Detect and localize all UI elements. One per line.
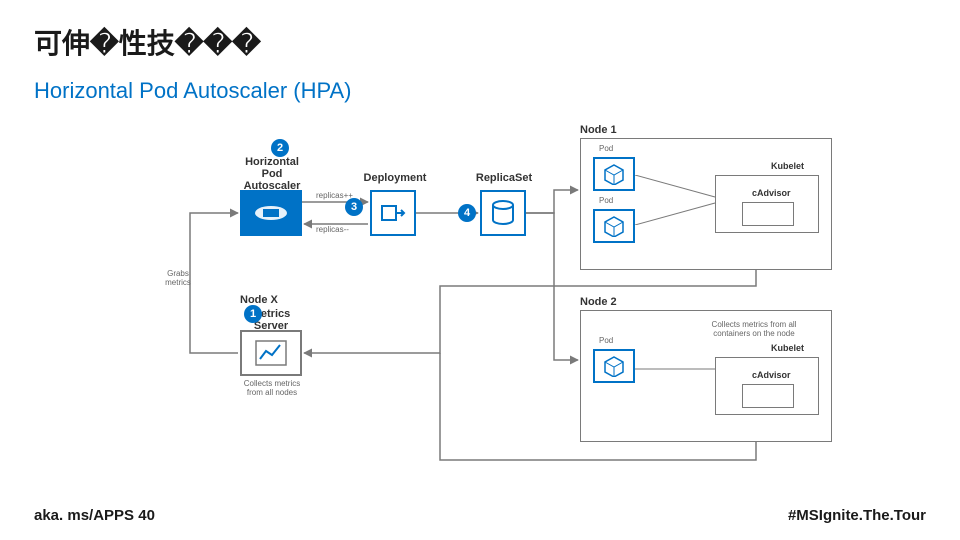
node1-pod1 <box>593 157 635 191</box>
node1-cadvisor-label: cAdvisor <box>752 188 791 198</box>
node2-label: Node 2 <box>580 296 617 308</box>
node1-cadvisor-box <box>742 202 794 226</box>
node1-pod-lines <box>635 175 725 225</box>
node1-kubelet-label: Kubelet <box>771 161 804 171</box>
badge-1: 1 <box>244 305 262 323</box>
page-title: 可伸�性技��� <box>34 22 261 62</box>
badge-3: 3 <box>345 198 363 216</box>
deployment-icon <box>380 200 406 226</box>
replicas-minus-label: replicas-- <box>316 226 349 235</box>
node1-label: Node 1 <box>580 124 617 136</box>
hpa-diagram: HorizontalPod Autoscaler Deployment Repl… <box>140 120 840 480</box>
node2-pod-label: Pod <box>599 337 613 346</box>
deployment-box <box>370 190 416 236</box>
node2-pod-lines <box>635 365 725 375</box>
hpa-icon <box>251 200 291 226</box>
node2-pod1 <box>593 349 635 383</box>
deployment-label: Deployment <box>360 172 430 184</box>
node1-pod-label: Pod <box>599 145 613 154</box>
page-subtitle: Horizontal Pod Autoscaler (HPA) <box>34 78 352 104</box>
grabs-metrics-label: Grabsmetrics <box>158 270 198 288</box>
node2-kubelet-label: Kubelet <box>771 343 804 353</box>
node1-box: Pod Pod Kubelet cAdvisor <box>580 138 832 270</box>
cube-icon <box>603 355 625 377</box>
nodex-label: Node X <box>240 294 302 306</box>
metrics-caption: Collects metricsfrom all nodes <box>236 380 308 398</box>
cube-icon <box>603 215 625 237</box>
footer-hashtag: #MSIgnite.The.Tour <box>788 507 926 524</box>
hpa-box <box>240 190 302 236</box>
node1-kubelet-box: cAdvisor <box>715 175 819 233</box>
node2-box: Pod Collects metrics from allcontainers … <box>580 310 832 442</box>
node2-caption: Collects metrics from allcontainers on t… <box>689 321 819 339</box>
replicaset-box <box>480 190 526 236</box>
cube-icon <box>603 163 625 185</box>
node1-pod2 <box>593 209 635 243</box>
metrics-icon <box>254 339 288 367</box>
hpa-label: HorizontalPod Autoscaler <box>236 156 308 192</box>
metrics-box <box>240 330 302 376</box>
footer-link-left: aka. ms/APPS 40 <box>34 507 155 524</box>
node1-pod2-label: Pod <box>599 197 613 206</box>
node2-cadvisor-label: cAdvisor <box>752 370 791 380</box>
badge-2: 2 <box>271 139 289 157</box>
badge-4: 4 <box>458 204 476 222</box>
node2-cadvisor-box <box>742 384 794 408</box>
node2-kubelet-box: cAdvisor <box>715 357 819 415</box>
replicaset-icon <box>490 198 516 228</box>
replicaset-label: ReplicaSet <box>472 172 536 184</box>
